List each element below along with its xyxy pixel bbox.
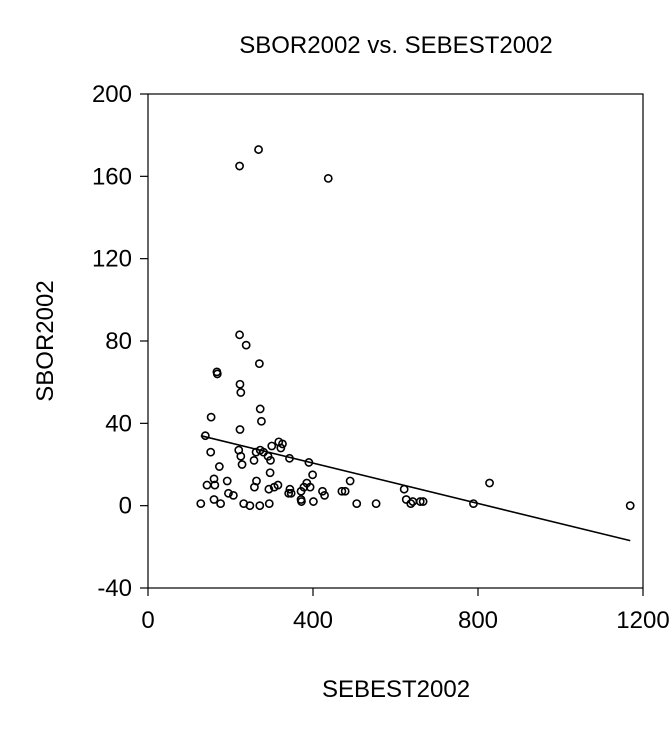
data-point xyxy=(273,480,283,490)
data-point xyxy=(469,499,478,509)
data-point xyxy=(206,447,216,457)
data-point xyxy=(235,330,244,340)
data-point xyxy=(254,145,263,154)
data-point xyxy=(216,499,225,509)
x-tick-label: 400 xyxy=(293,607,333,634)
data-point xyxy=(235,161,244,171)
data-point xyxy=(235,425,245,434)
data-point xyxy=(485,478,494,488)
data-point xyxy=(196,499,206,509)
data-point xyxy=(224,488,233,498)
data-point xyxy=(308,470,317,480)
x-axis: 0 400 800 1200 xyxy=(141,588,670,634)
x-axis-label: SEBEST2002 xyxy=(322,676,470,703)
data-point xyxy=(249,455,259,465)
data-point xyxy=(266,455,275,465)
y-tick-label: 200 xyxy=(92,81,132,108)
data-point xyxy=(286,488,296,498)
data-point xyxy=(255,404,265,414)
y-tick-label: 120 xyxy=(92,246,132,273)
y-tick-label: 40 xyxy=(105,410,132,437)
data-point xyxy=(285,453,294,463)
data-point xyxy=(309,497,318,506)
data-point xyxy=(304,458,314,467)
data-point xyxy=(278,439,287,449)
data-point xyxy=(305,482,315,492)
data-point xyxy=(214,462,224,471)
data-point xyxy=(237,460,247,469)
data-point xyxy=(264,484,274,494)
y-tick-label: 160 xyxy=(92,163,132,190)
data-point xyxy=(345,476,355,486)
data-point xyxy=(371,499,381,509)
data-point xyxy=(340,486,350,496)
data-point xyxy=(276,443,286,453)
data-point xyxy=(209,474,219,484)
y-axis-label: SBOR2002 xyxy=(32,280,59,401)
data-point xyxy=(236,388,246,397)
data-point xyxy=(399,484,409,494)
regression-line xyxy=(200,434,631,542)
data-point xyxy=(625,501,635,511)
data-point xyxy=(254,359,264,369)
data-point xyxy=(250,482,259,492)
data-point xyxy=(297,497,306,506)
data-point xyxy=(228,490,238,500)
data-point xyxy=(200,431,210,441)
data-point xyxy=(212,369,222,379)
data-point xyxy=(264,499,274,509)
data-point xyxy=(267,441,277,451)
data-point xyxy=(406,499,416,509)
data-point xyxy=(352,499,362,509)
chart-title: SBOR2002 vs. SEBEST2002 xyxy=(239,32,553,59)
data-point xyxy=(323,173,333,183)
y-tick-label: -40 xyxy=(97,575,132,602)
data-point xyxy=(206,412,216,422)
data-point xyxy=(265,468,275,478)
data-point xyxy=(210,480,220,490)
data-point xyxy=(245,501,255,511)
data-point xyxy=(285,484,295,494)
data-point xyxy=(415,497,425,506)
data-point xyxy=(241,340,251,350)
x-tick-label: 800 xyxy=(458,607,498,634)
x-tick-label: 1200 xyxy=(616,607,669,634)
data-point xyxy=(209,495,219,504)
data-point xyxy=(257,416,266,426)
data-point xyxy=(255,501,265,511)
data-point xyxy=(418,497,428,506)
y-tick-label: 0 xyxy=(119,493,132,520)
data-point xyxy=(202,480,212,490)
x-tick-label: 0 xyxy=(141,607,154,634)
data-point xyxy=(236,451,246,461)
data-point xyxy=(337,486,347,496)
plot-area-frame xyxy=(147,93,644,589)
data-point xyxy=(235,379,245,389)
data-points xyxy=(196,145,635,511)
data-point xyxy=(320,490,329,500)
y-axis: -40 0 40 80 120 160 200 xyxy=(92,81,148,602)
y-tick-label: 80 xyxy=(105,328,132,355)
data-point xyxy=(222,476,232,486)
